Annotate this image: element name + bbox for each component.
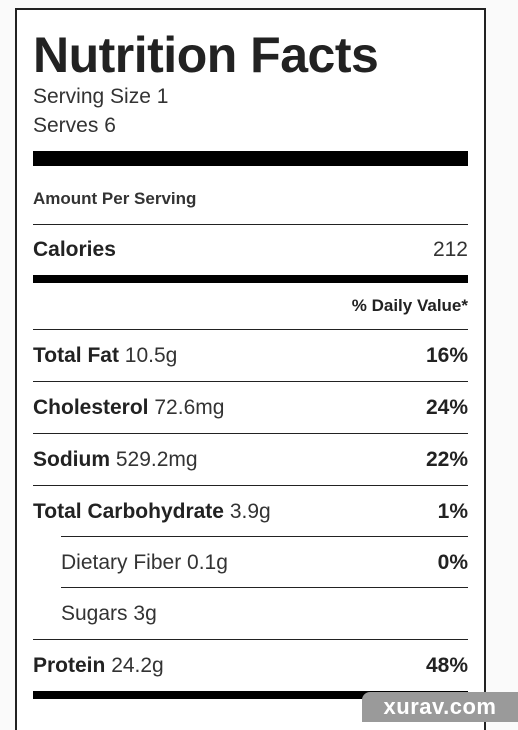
- nutrient-row-sodium: Sodium 529.2mg 22%: [33, 434, 468, 486]
- calories-label: Calories: [33, 238, 116, 261]
- nutrient-percent: 1%: [437, 500, 468, 523]
- nutrient-name: Total Carbohydrate: [33, 500, 224, 523]
- nutrient-amount: 529.2mg: [115, 448, 198, 471]
- nutrient-amount: 10.5g: [124, 344, 178, 367]
- nutrient-name: Cholesterol: [33, 396, 149, 419]
- nutrient-percent: 16%: [425, 344, 468, 367]
- calories-value: 212: [432, 238, 468, 261]
- nutrient-percent: 0%: [437, 551, 468, 574]
- serves: Serves 6: [33, 114, 116, 137]
- nutrient-row-total-carbohydrate: Total Carbohydrate 3.9g 1%: [33, 486, 468, 537]
- daily-value-header: % Daily Value*: [33, 283, 468, 330]
- calories-row: Calories 212: [33, 225, 468, 275]
- nutrient-amount: 72.6mg: [154, 396, 225, 419]
- medium-divider: [33, 275, 468, 283]
- nutrient-name: Protein: [33, 654, 106, 677]
- nutrient-name: Total Fat: [33, 344, 119, 367]
- nutrient-row-cholesterol: Cholesterol 72.6mg 24%: [33, 382, 468, 434]
- bottom-divider: [33, 691, 468, 699]
- nutrient-percent: 48%: [425, 654, 468, 677]
- nutrient-row-sugars: Sugars 3g: [33, 588, 468, 640]
- nutrient-row-total-fat: Total Fat 10.5g 16%: [33, 330, 468, 382]
- nutrient-percent: 24%: [425, 396, 468, 419]
- amount-per-serving: Amount Per Serving: [33, 166, 468, 225]
- nutrient-percent: 22%: [425, 448, 468, 471]
- nutrient-name: Dietary Fiber: [61, 551, 182, 574]
- label-title: Nutrition Facts: [33, 27, 379, 83]
- thick-divider: [33, 151, 468, 166]
- nutrient-amount: 24.2g: [111, 654, 164, 677]
- nutrient-row-dietary-fiber: Dietary Fiber 0.1g 0%: [33, 537, 468, 588]
- nutrition-facts-label: Nutrition Facts Serving Size 1 Serves 6 …: [15, 8, 486, 730]
- nutrient-amount: 0.1g: [187, 551, 228, 574]
- nutrient-name: Sodium: [33, 448, 110, 471]
- watermark: xurav.com: [362, 692, 518, 722]
- nutrient-amount: 3.9g: [229, 500, 271, 523]
- serving-size: Serving Size 1: [33, 85, 169, 108]
- nutrient-name: Sugars: [61, 602, 128, 625]
- nutrient-amount: 3g: [133, 602, 157, 625]
- nutrient-row-protein: Protein 24.2g 48%: [33, 640, 468, 691]
